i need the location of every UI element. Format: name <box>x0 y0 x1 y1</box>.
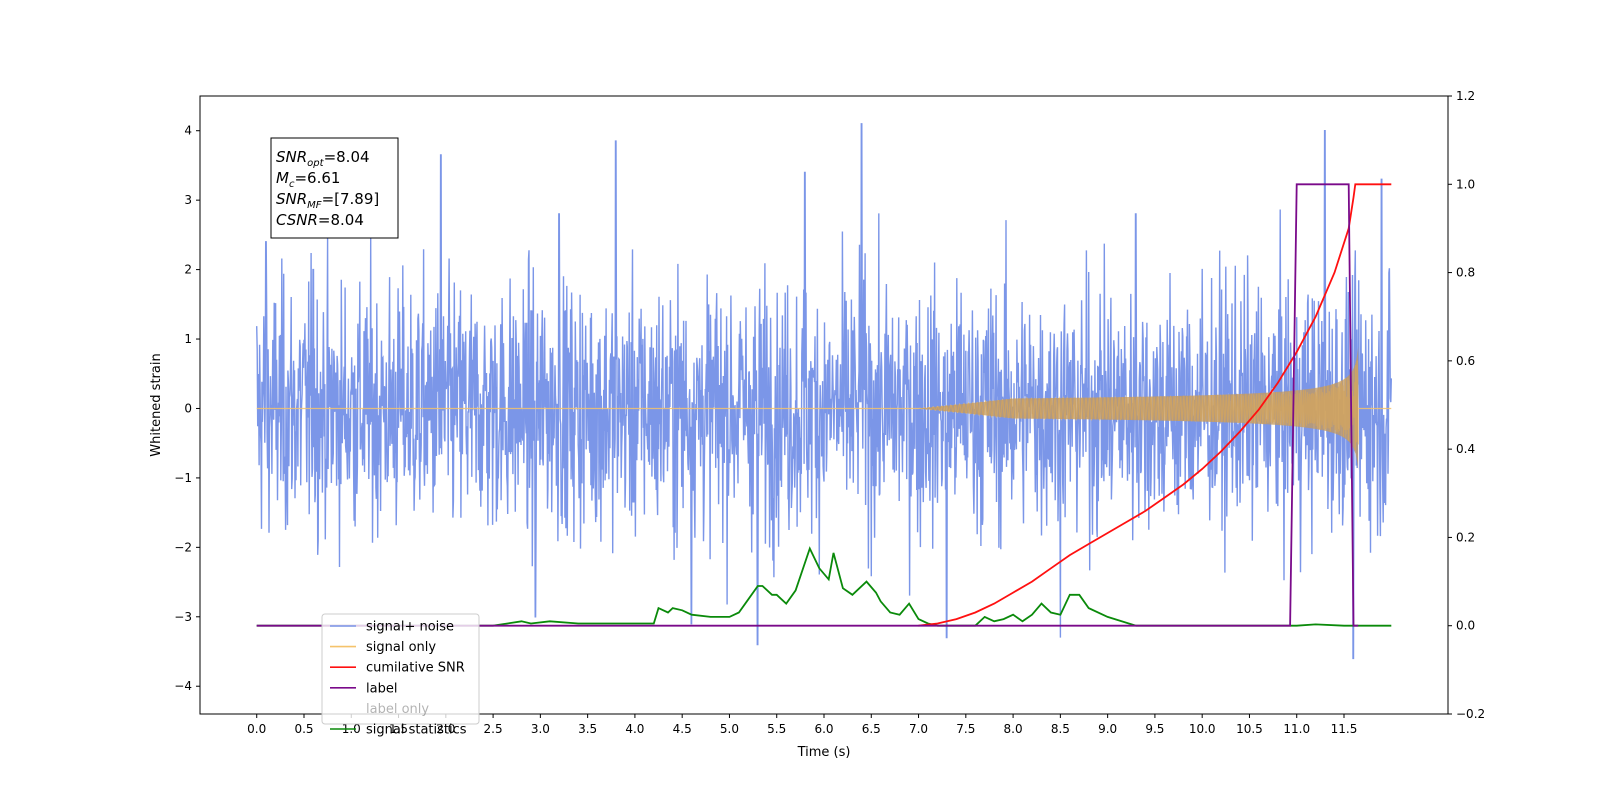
x-tick-label: 2.5 <box>484 722 503 736</box>
annotation-line: Mc=6.61 <box>276 169 340 190</box>
x-tick-label: 0.0 <box>247 722 266 736</box>
annotation-value: =6.61 <box>294 169 340 187</box>
annotation-symbol: SNR <box>276 148 307 166</box>
y-right-tick-label: −0.2 <box>1456 707 1485 721</box>
y-tick-label: 2 <box>184 263 192 277</box>
annotation-subscript: c <box>289 179 295 190</box>
annotation-symbol: SNR <box>276 190 307 208</box>
y-right-tick-label: 1.2 <box>1456 89 1475 103</box>
series-cumulative-snr-line <box>918 183 1392 627</box>
legend-label: signal+ noise <box>366 620 454 635</box>
x-axis-label: Time (s) <box>797 745 851 760</box>
legend-frame <box>321 613 480 725</box>
y-tick-label: −1 <box>174 471 192 485</box>
annotation-line: SNRopt=8.04 <box>276 148 370 169</box>
legend-label: label only <box>366 702 429 717</box>
x-tick-label: 0.5 <box>294 722 313 736</box>
y-right-tick-label: 1.0 <box>1456 177 1475 191</box>
annotation-value: =[7.89] <box>322 190 380 208</box>
annotation-frame <box>270 137 399 239</box>
x-tick-label: 6.0 <box>814 722 833 736</box>
y-tick-label: −3 <box>174 610 192 624</box>
x-tick-label: 11.0 <box>1283 722 1310 736</box>
x-tick-label: 8.5 <box>1051 722 1070 736</box>
x-tick-label: 6.5 <box>862 722 881 736</box>
x-tick-label: 3.0 <box>531 722 550 736</box>
annotation-subscript: MF <box>307 200 322 211</box>
x-axis: 0.0 0.5 1.0 1.5 2.0 2.5 3.0 3.5 4.0 4.5 5.0 5.5 6.0 6… <box>247 714 1357 736</box>
annotation-symbol: M <box>276 169 289 187</box>
x-tick-label: 4.5 <box>673 722 692 736</box>
legend-label: label <box>366 681 397 696</box>
x-tick-label: 2.0 <box>436 722 455 736</box>
annotation-symbol: CSNR <box>276 211 318 229</box>
series-signal-noise-line <box>256 123 1392 660</box>
y-tick-label: 3 <box>184 193 192 207</box>
y-axis-label: Whitened strain <box>149 353 164 456</box>
annotation-line: CSNR=8.04 <box>276 211 364 229</box>
x-tick-label: 9.5 <box>1145 722 1164 736</box>
annotation-value: =8.04 <box>324 148 370 166</box>
legend: signal+ noise signal only cumilative SNR la… <box>321 613 480 738</box>
series-label-line <box>256 183 1359 627</box>
y-right-tick-label: 0.0 <box>1456 619 1475 633</box>
series-signal-only-envelope <box>918 346 1359 471</box>
series-signal-statistics-line <box>256 546 1392 627</box>
x-tick-label: 10.5 <box>1236 722 1263 736</box>
annotation-line: SNRMF=[7.89] <box>276 190 379 211</box>
legend-label: cumilative SNR <box>366 661 465 676</box>
x-tick-label: 9.0 <box>1098 722 1117 736</box>
annotation-value: =8.04 <box>318 211 364 229</box>
y-tick-label: 0 <box>184 401 192 415</box>
x-tick-label: 7.0 <box>909 722 928 736</box>
x-tick-label: 7.5 <box>956 722 975 736</box>
y-tick-label: −2 <box>174 540 192 554</box>
y-right-tick-label: 0.8 <box>1456 266 1475 280</box>
annotation-subscript: opt <box>307 158 324 169</box>
x-tick-label: 5.5 <box>767 722 786 736</box>
y-tick-label: 1 <box>184 332 192 346</box>
x-tick-label: 3.5 <box>578 722 597 736</box>
x-tick-label: 5.0 <box>720 722 739 736</box>
y-right-tick-label: 0.2 <box>1456 530 1475 544</box>
y-axis-left: −4 −3 −2 −1 0 1 2 3 4 <box>174 124 200 693</box>
legend-label: signal only <box>366 640 436 655</box>
x-tick-label: 11.5 <box>1331 722 1358 736</box>
x-tick-label: 8.0 <box>1004 722 1023 736</box>
x-tick-label: 4.0 <box>625 722 644 736</box>
x-tick-label: 1.5 <box>389 722 408 736</box>
y-right-tick-label: 0.4 <box>1456 442 1475 456</box>
y-axis-right: −0.2 0.0 0.2 0.4 0.6 0.8 1.0 1.2 <box>1448 89 1485 721</box>
y-right-tick-label: 0.6 <box>1456 354 1475 368</box>
y-tick-label: −4 <box>174 679 192 693</box>
data-layer <box>256 123 1392 660</box>
y-tick-label: 4 <box>184 124 192 138</box>
legend-label: signal statistics <box>366 723 467 738</box>
x-tick-label: 10.0 <box>1189 722 1216 736</box>
